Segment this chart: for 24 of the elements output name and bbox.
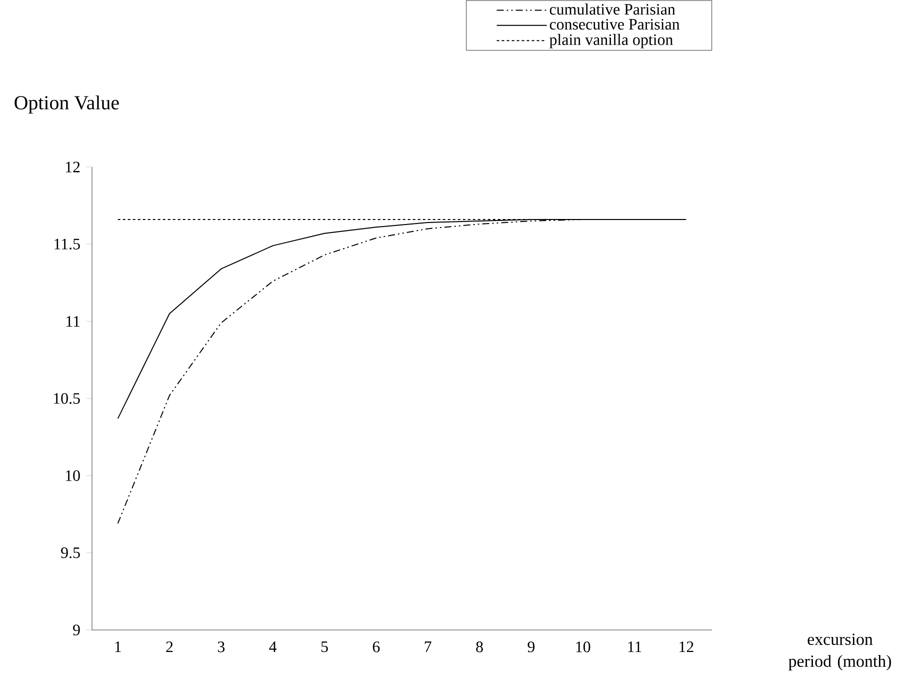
x-tick-label: 6 [372, 642, 380, 652]
x-tick-label: 11 [628, 642, 642, 652]
y-tick-label: 10 [66, 470, 80, 482]
legend-label: cumulative Parisian [550, 3, 676, 15]
x-tick-label: 4 [269, 642, 277, 652]
x-tick-label: 1 [115, 642, 121, 652]
legend-label: plain vanilla option [549, 34, 673, 48]
x-tick-label: 2 [166, 642, 173, 652]
x-tick-label: 5 [321, 641, 328, 652]
x-tick-label: 12 [680, 642, 694, 652]
x-tick-label: 10 [576, 642, 590, 652]
x-tick-label: 9 [528, 642, 535, 652]
legend-label: consecutive Parisian [550, 18, 680, 30]
text: excursion period (month) [788, 634, 891, 670]
y-tick-label: 11.5 [54, 238, 80, 250]
y-tick-label: 11 [66, 316, 80, 327]
y-tick-label: 10.5 [54, 393, 80, 404]
x-tick-label: 7 [424, 641, 432, 652]
y-tick-label: 9 [73, 624, 80, 636]
x-tick-label: 8 [476, 642, 483, 652]
y-tick-label: 12 [66, 162, 80, 172]
x-tick-label: 3 [218, 642, 225, 652]
y-tick-label: 9.5 [61, 547, 80, 558]
y-axis-title: Option Value [14, 95, 119, 114]
